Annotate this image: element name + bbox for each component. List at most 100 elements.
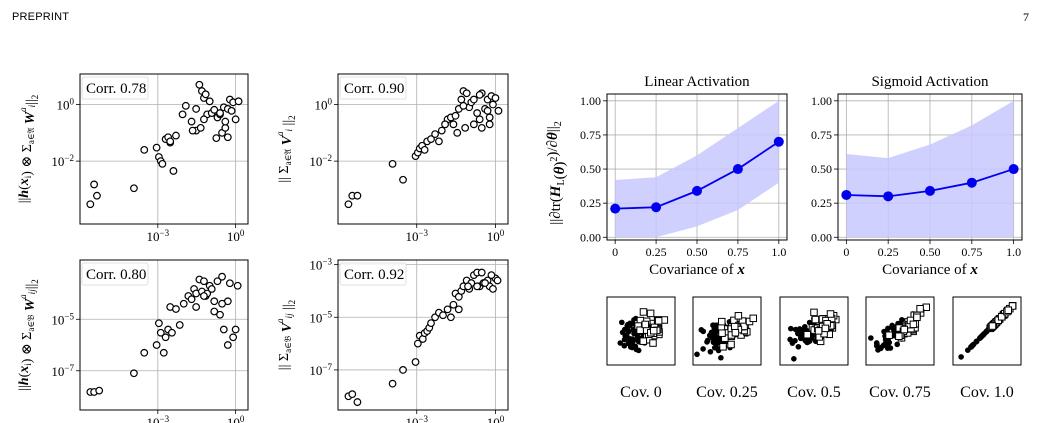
scatter-point: [130, 184, 138, 193]
scatter-point: [158, 159, 167, 168]
scatter-point: [464, 282, 472, 291]
cov-label: Cov. 1.0: [960, 384, 1014, 401]
thumb-square: [1008, 302, 1017, 310]
scatter-point: [227, 106, 236, 115]
scatter-point: [154, 319, 163, 328]
scatter-point: [493, 276, 502, 285]
scatter-panel-2: 10−3 100 100 10−2 Corr. 0.90 || Σa∈𝔄 Vai ||2: [275, 73, 509, 244]
x-tick-label: 0.75: [727, 245, 748, 259]
y-tick-label: 10−5: [309, 309, 332, 325]
scatter-point: [411, 358, 420, 366]
scatter-point: [188, 126, 197, 135]
y-tick-label: 1.00: [580, 94, 601, 108]
x-tick-label: 10−3: [405, 228, 428, 244]
scatter-point: [207, 285, 216, 293]
scatter-point: [473, 282, 482, 291]
scatter-point: [233, 281, 242, 290]
y-tick-label: 10−3: [309, 257, 332, 273]
scatter-point: [221, 117, 230, 126]
thumb-dot: [806, 319, 813, 326]
line-panel-2: 0 0.25 0.50 0.75 1.0 0.00 0.25 0.50 0.75 1.00 Sigm…: [811, 74, 1023, 278]
scatter-point: [485, 120, 494, 129]
scatter-point: [446, 313, 455, 322]
y-tick-label: 10−7: [51, 363, 74, 379]
x-tick-label: 0.25: [878, 245, 899, 259]
y-tick-label: 10−2: [51, 153, 74, 169]
scatter-point: [231, 325, 240, 334]
y-tick-label: 0.00: [811, 230, 832, 244]
x-axis-label: Covariance of x: [882, 262, 978, 278]
thumb-dot: [718, 354, 724, 361]
scatter-point: [169, 167, 178, 175]
scatter-point: [152, 143, 161, 152]
line-y-axis-label: ||∂tr(HL(θ)2)/∂θ||2: [545, 121, 568, 225]
scatter-point: [431, 130, 439, 139]
thumb-square: [731, 328, 740, 337]
thumb-square: [654, 317, 663, 325]
scatter-point: [221, 123, 230, 132]
scatter-point: [152, 341, 161, 349]
thumb-square: [636, 326, 644, 334]
cov-thumbnail-3: Cov. 0.5: [779, 296, 849, 401]
y-tick-label: 1.00: [811, 94, 832, 108]
thumb-square: [814, 327, 823, 335]
scatter-point: [481, 279, 489, 287]
scatter-point: [453, 128, 462, 137]
thumb-dot: [707, 348, 714, 355]
scatter-point: [491, 94, 500, 102]
scatter-point: [231, 115, 240, 124]
thumb-square: [730, 322, 739, 331]
scatter-panel-1: 10−3 100 100 10−2 Corr. 0.78 ||h(xi) ⊗ Σa∈𝔄 W…: [17, 73, 249, 244]
corr-box: [81, 76, 149, 100]
thumb-square: [826, 310, 835, 318]
thumb-dot: [798, 333, 804, 340]
thumb-dot: [700, 328, 707, 335]
thumb-dot: [805, 338, 812, 345]
scatter-point: [178, 110, 187, 119]
page-number: 7: [1023, 10, 1029, 24]
cov-thumbnail-4: Cov. 0.75: [865, 296, 935, 401]
scatter-point: [181, 101, 190, 110]
y-tick-label: 10−7: [309, 362, 332, 378]
x-tick-label: 10−3: [147, 228, 170, 244]
y-tick-label: 10−2: [309, 153, 332, 169]
y-tick-label: 100: [57, 97, 75, 113]
thumb-square: [913, 313, 921, 322]
thumb-dot: [890, 325, 897, 332]
x-tick-label: 100: [487, 228, 505, 244]
scatter-point: [388, 379, 397, 388]
thumb-dot: [958, 354, 964, 360]
scatter-point: [205, 97, 214, 106]
scatter-point: [459, 101, 468, 110]
scatter-point: [161, 333, 170, 342]
scatter-point: [489, 100, 497, 109]
scatter-point: [475, 115, 484, 124]
scatter-panel-4: 10−3 100 10−3 10−5 10−7 Corr. 0.92 || Σa∈𝔅 Vai…: [275, 257, 509, 423]
axes-frame: [337, 259, 509, 411]
scatter-point: [229, 333, 238, 342]
scatter-point: [172, 305, 180, 313]
scatter-point: [477, 268, 486, 277]
cov-label: Cov. 0.25: [696, 384, 758, 401]
thumb-square: [641, 320, 650, 329]
thumb-dot: [874, 341, 880, 348]
corr-label: Corr. 0.78: [86, 81, 146, 97]
scatter-point: [213, 277, 222, 286]
corr-label: Corr. 0.80: [86, 267, 146, 283]
scatter-point: [427, 319, 435, 328]
scatter-point: [461, 123, 470, 132]
thumb-dot: [694, 351, 700, 358]
scatter-point: [196, 123, 205, 132]
scatter-point: [449, 300, 458, 309]
scatter-point: [353, 398, 362, 406]
scatter-point: [223, 341, 232, 349]
scatter-point: [200, 277, 208, 286]
scatter-point: [172, 131, 180, 140]
scatter-point: [200, 292, 208, 300]
thumb-dot: [894, 341, 901, 348]
scatter-point: [212, 134, 221, 143]
corr-label: Corr. 0.90: [344, 81, 404, 97]
scatter-point: [435, 137, 443, 146]
scatter-point: [441, 120, 449, 129]
x-axis-label: Covariance of x: [649, 262, 745, 278]
